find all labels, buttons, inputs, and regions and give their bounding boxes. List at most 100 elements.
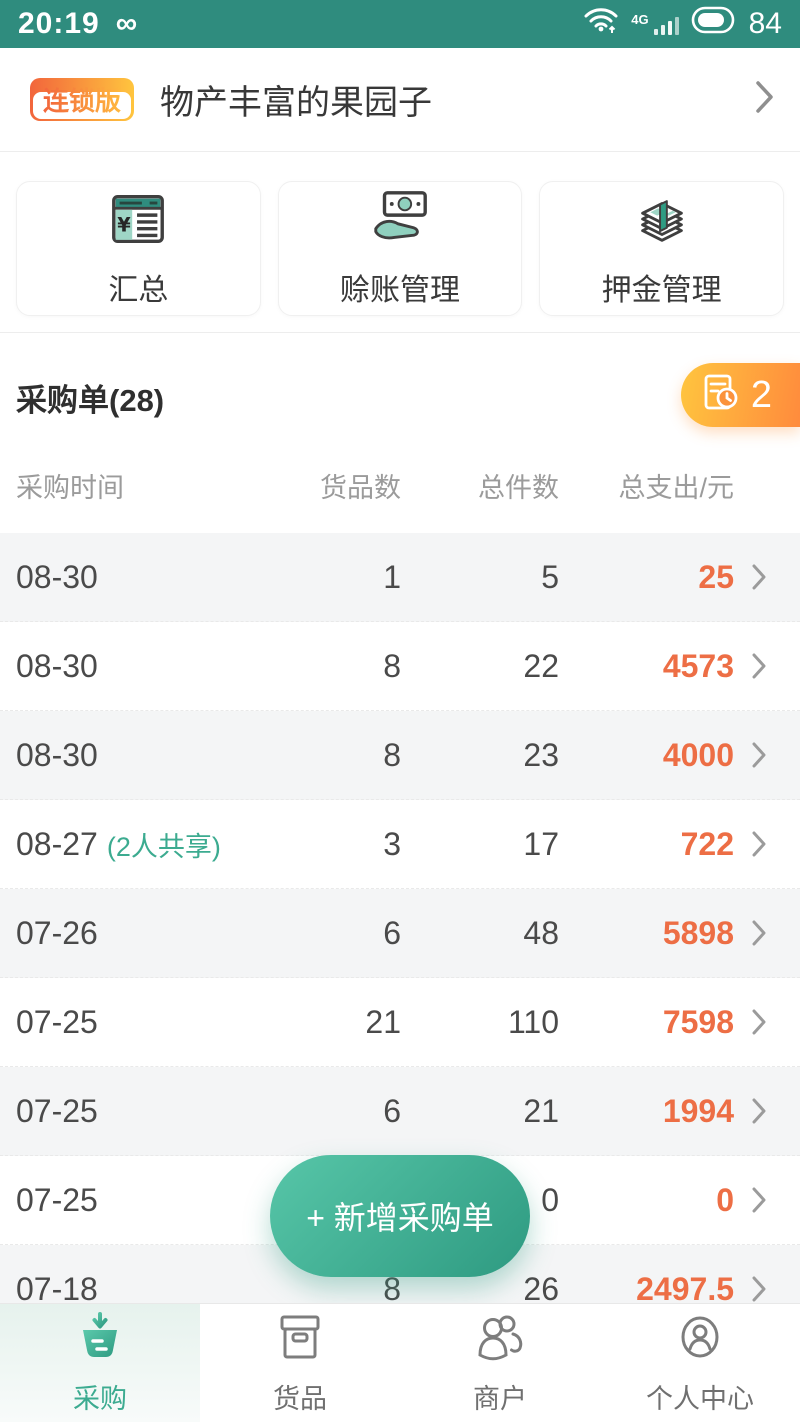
row-date: 08-30 — [16, 736, 98, 773]
profile-person-icon — [674, 1311, 726, 1368]
deposit-management-icon — [631, 188, 693, 255]
battery-icon — [691, 6, 737, 42]
tab-profile[interactable]: 个人中心 — [600, 1304, 800, 1422]
row-goods-count: 6 — [383, 1092, 401, 1129]
row-date-cell: 07-18 — [16, 1271, 241, 1308]
row-total-pieces: 22 — [523, 647, 559, 684]
tab-profile-label: 个人中心 — [646, 1383, 754, 1414]
row-total-pieces: 0 — [541, 1181, 559, 1218]
row-goods-count: 6 — [383, 914, 401, 951]
row-date: 07-25 — [16, 1003, 98, 1040]
row-total-pieces: 48 — [523, 914, 559, 951]
goods-box-icon — [274, 1311, 326, 1368]
row-shared-note: (2人共享) — [106, 831, 221, 862]
chevron-right-icon — [754, 78, 776, 121]
row-date: 08-30 — [16, 647, 98, 684]
row-amount: 25 — [698, 558, 734, 595]
table-row[interactable]: 08-30 8 23 4000 — [0, 711, 800, 800]
merchants-people-icon — [472, 1311, 528, 1368]
tab-purchase-label: 采购 — [73, 1383, 127, 1414]
summary-card-label: 汇总 — [108, 274, 169, 307]
row-date: 07-25 — [16, 1092, 98, 1129]
chevron-right-icon — [734, 562, 784, 592]
row-date-cell: 07-25 — [16, 1004, 241, 1041]
row-goods-count: 8 — [383, 1270, 401, 1307]
row-goods-count: 21 — [365, 1003, 401, 1040]
table-row[interactable]: 08-30 8 22 4573 — [0, 622, 800, 711]
svg-text:¥: ¥ — [118, 214, 132, 237]
version-badge-label: 连锁版 — [43, 86, 122, 116]
chevron-right-icon — [734, 1185, 784, 1215]
store-header[interactable]: 连锁版 物产丰富的果园子 — [0, 48, 800, 152]
purchase-list-section: 采购单(28) 2 采购时间 货品数 总件数 总支出/元 08-30 1 5 — [0, 333, 800, 1334]
wifi-icon — [583, 5, 619, 43]
chevron-right-icon — [734, 651, 784, 681]
status-bar-right: 4G 84 — [583, 5, 782, 43]
row-total-pieces: 5 — [541, 558, 559, 595]
summary-card[interactable]: ¥ 汇总 — [16, 181, 261, 316]
tab-merchants[interactable]: 商户 — [400, 1304, 600, 1422]
row-total-pieces: 23 — [523, 736, 559, 773]
purchase-rows: 08-30 1 5 25 08-30 8 22 4573 08-30 — [0, 533, 800, 1334]
tab-goods[interactable]: 货品 — [200, 1304, 400, 1422]
tab-goods-label: 货品 — [273, 1383, 327, 1414]
table-header-row: 采购时间 货品数 总件数 总支出/元 — [0, 466, 800, 505]
row-goods-count: 3 — [383, 825, 401, 862]
row-date: 08-27 — [16, 825, 98, 862]
row-date-cell: 07-25 — [16, 1093, 241, 1130]
pending-orders-badge[interactable]: 2 — [680, 363, 800, 427]
row-total-pieces: 21 — [523, 1092, 559, 1129]
table-row[interactable]: 08-27 (2人共享) 3 17 722 — [0, 800, 800, 889]
pending-count: 2 — [750, 373, 772, 416]
header-total-pieces: 总件数 — [478, 473, 559, 503]
clock-time: 20:19 — [18, 7, 100, 40]
chevron-right-icon — [734, 829, 784, 859]
chevron-right-icon — [734, 1007, 784, 1037]
version-badge: 连锁版 — [30, 78, 135, 121]
cell-signal-icon: 4G — [631, 12, 679, 35]
row-date: 07-18 — [16, 1270, 98, 1307]
status-bar: 20:19 ∞ 4G 84 — [0, 0, 800, 48]
credit-management-card[interactable]: 赊账管理 — [277, 181, 523, 316]
row-amount: 4573 — [662, 647, 734, 684]
quick-actions-row: ¥ 汇总 赊账管理 — [0, 152, 800, 333]
row-amount: 1994 — [662, 1092, 734, 1129]
table-row[interactable]: 07-26 6 48 5898 — [0, 889, 800, 978]
network-type-label: 4G — [631, 12, 649, 27]
chevron-right-icon — [734, 1274, 784, 1304]
tab-purchase[interactable]: 采购 — [0, 1304, 200, 1422]
bottom-nav: 采购 货品 商户 — [0, 1303, 800, 1422]
row-goods-count: 1 — [383, 558, 401, 595]
credit-management-label: 赊账管理 — [340, 274, 460, 307]
summary-icon: ¥ — [107, 188, 169, 255]
add-purchase-order-button[interactable]: + 新增采购单 — [270, 1155, 530, 1277]
deposit-management-card[interactable]: 押金管理 — [539, 181, 785, 316]
row-date: 08-30 — [16, 558, 98, 595]
status-bar-left: 20:19 ∞ — [18, 7, 137, 41]
row-amount: 2497.5 — [636, 1270, 734, 1307]
row-date: 07-25 — [16, 1181, 98, 1218]
row-date: 07-26 — [16, 914, 98, 951]
row-date-cell: 08-30 — [16, 559, 241, 596]
table-row[interactable]: 07-25 21 110 7598 — [0, 978, 800, 1067]
tab-merchants-label: 商户 — [473, 1383, 527, 1414]
row-amount: 0 — [716, 1181, 734, 1218]
signal-bars-icon — [653, 17, 679, 35]
pending-document-clock-icon — [699, 371, 743, 420]
battery-percent: 84 — [748, 7, 782, 40]
row-date-cell: 07-26 — [16, 915, 241, 952]
row-date-cell: 07-25 — [16, 1182, 241, 1219]
header-purchase-time: 采购时间 — [16, 473, 124, 503]
row-goods-count: 8 — [383, 736, 401, 773]
header-total-spend: 总支出/元 — [618, 473, 734, 503]
table-row[interactable]: 07-25 6 21 1994 — [0, 1067, 800, 1156]
row-total-pieces: 26 — [523, 1270, 559, 1307]
header-goods-count: 货品数 — [320, 473, 401, 503]
row-amount: 722 — [680, 825, 734, 862]
table-row[interactable]: 08-30 1 5 25 — [0, 533, 800, 622]
deposit-management-label: 押金管理 — [601, 274, 722, 307]
row-total-pieces: 110 — [507, 1003, 559, 1040]
row-total-pieces: 17 — [523, 825, 559, 862]
row-amount: 5898 — [662, 914, 734, 951]
row-date-cell: 08-27 (2人共享) — [16, 825, 241, 864]
